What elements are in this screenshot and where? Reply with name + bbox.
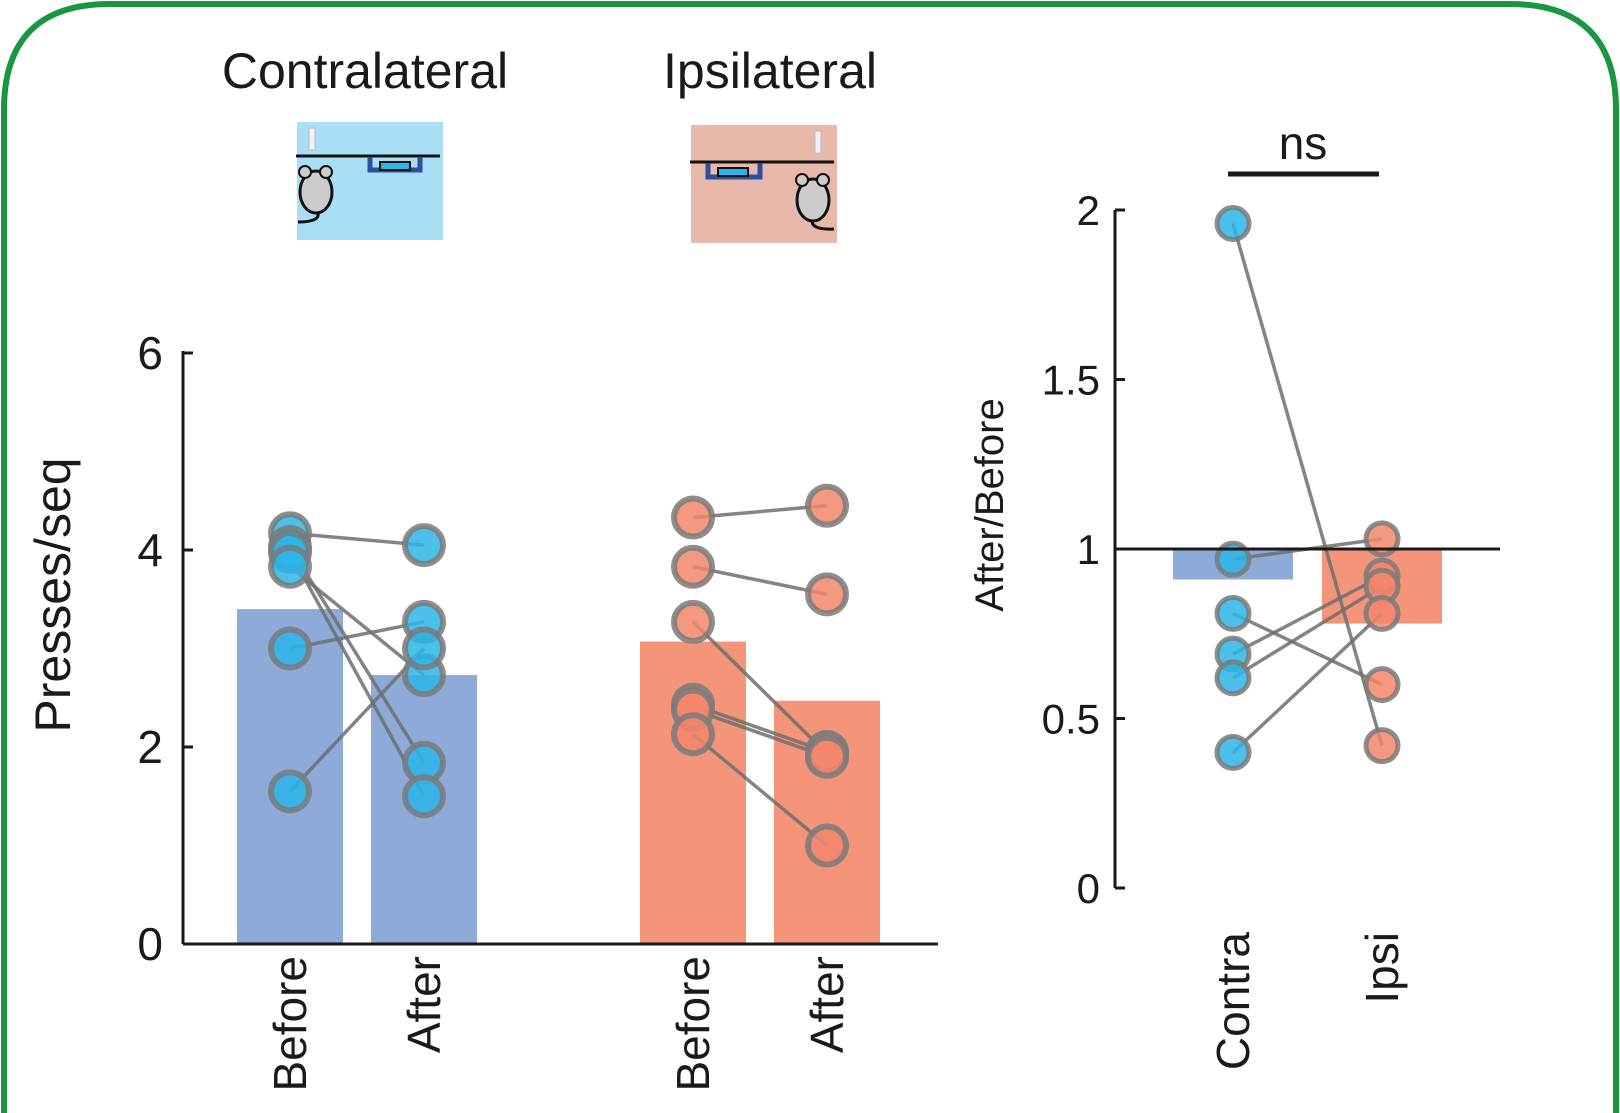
ipsi-light	[814, 130, 822, 154]
pair-line	[692, 565, 828, 597]
y-tick-label: 1	[1077, 526, 1100, 573]
data-point-ipsi	[805, 572, 849, 617]
data-point-ipsi	[1363, 520, 1401, 558]
y-tick-label: 0	[1077, 865, 1100, 912]
pair-line	[288, 565, 426, 677]
data-point-ipsi	[1363, 666, 1401, 704]
pair-line	[692, 503, 828, 520]
mouse-tail-icon	[810, 220, 835, 231]
pair-line	[288, 551, 426, 798]
y-tick-label: 0.5	[1042, 696, 1100, 743]
mouse-ear-icon	[319, 165, 333, 179]
data-point-ipsi	[805, 823, 849, 868]
data-point-contra	[1214, 733, 1252, 771]
ipsi-lever-inner	[717, 167, 749, 177]
mouse-ear-icon	[795, 173, 809, 187]
pair-line	[289, 531, 425, 547]
y-tick-label: 2	[137, 721, 163, 773]
data-point-ipsi	[805, 483, 849, 528]
y-tick-label: 0	[137, 918, 163, 970]
chart-after-before-ratio: 0 0.5 1 1.5 2 Contra Ipsi After/Before ns	[968, 117, 1500, 1070]
data-point-contra	[268, 626, 312, 671]
data-point-ipsi	[671, 544, 715, 589]
x-tick-label: Contra	[1207, 932, 1259, 1070]
data-point-contra	[268, 769, 312, 814]
x-tick-label: Ipsi	[1356, 932, 1408, 1004]
pair-line	[1231, 612, 1384, 754]
data-point-ipsi	[805, 734, 849, 779]
pair-line	[1231, 223, 1384, 747]
pair-line	[1232, 574, 1383, 656]
data-point-ipsi	[1363, 594, 1401, 632]
x-tick-label: After	[398, 956, 450, 1053]
data-point-ipsi	[1363, 727, 1401, 765]
y-tick-label: 1.5	[1042, 357, 1100, 404]
data-point-contra	[402, 774, 446, 819]
data-point-contra	[1214, 540, 1252, 578]
data-point-contra	[1214, 594, 1252, 632]
mouse-ear-icon	[298, 165, 312, 179]
data-point-ipsi	[671, 599, 715, 644]
chart-presses-per-seq: 0 2 4 6 Before After Before After Presses/seq	[25, 327, 938, 1092]
contralateral-schematic	[296, 122, 443, 240]
y-tick-label: 6	[137, 327, 163, 379]
mouse-tail-icon	[297, 212, 320, 224]
pair-line	[288, 647, 426, 793]
x-tick-label: Before	[264, 956, 316, 1092]
y-axis-label: Presses/seq	[25, 457, 81, 732]
mouse-ear-icon	[816, 173, 830, 187]
mouse-body-icon	[298, 169, 334, 215]
data-point-contra	[402, 626, 446, 671]
y-axis-label: After/Before	[968, 398, 1012, 611]
data-point-contra	[268, 544, 312, 589]
contra-lever-inner	[379, 161, 411, 171]
pair-line	[691, 732, 829, 847]
data-point-ipsi	[671, 712, 715, 757]
ipsilateral-schematic	[690, 125, 837, 243]
x-tick-label: Before	[667, 956, 719, 1092]
title-ipsilateral: Ipsilateral	[663, 43, 877, 99]
contra-light	[308, 127, 316, 151]
pair-line	[692, 707, 828, 759]
pair-line	[1232, 584, 1383, 680]
data-point-contra	[1214, 205, 1252, 243]
data-point-ipsi	[671, 495, 715, 540]
pair-line	[691, 620, 829, 756]
x-tick-label: After	[801, 956, 853, 1053]
data-point-contra	[1214, 659, 1252, 697]
y-tick-label: 2	[1077, 187, 1100, 234]
pair-line	[1232, 611, 1383, 687]
y-tick-label: 4	[137, 524, 163, 576]
title-contralateral: Contralateral	[222, 43, 508, 99]
significance-label: ns	[1279, 117, 1328, 169]
pair-line	[289, 620, 425, 651]
data-point-contra	[402, 523, 446, 568]
pair-line	[692, 702, 828, 754]
